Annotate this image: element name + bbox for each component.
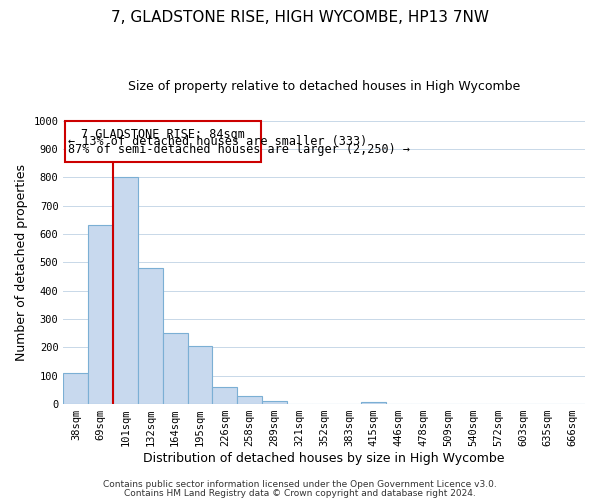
Text: 7, GLADSTONE RISE, HIGH WYCOMBE, HP13 7NW: 7, GLADSTONE RISE, HIGH WYCOMBE, HP13 7N…: [111, 10, 489, 25]
Bar: [113, 178, 138, 404]
Bar: [188, 346, 212, 404]
Bar: [88, 226, 113, 404]
Bar: [237, 396, 262, 404]
Text: 7 GLADSTONE RISE: 84sqm: 7 GLADSTONE RISE: 84sqm: [81, 128, 245, 140]
Bar: [361, 402, 386, 404]
Bar: [212, 387, 237, 404]
X-axis label: Distribution of detached houses by size in High Wycombe: Distribution of detached houses by size …: [143, 452, 505, 465]
Bar: [163, 333, 188, 404]
Text: 87% of semi-detached houses are larger (2,250) →: 87% of semi-detached houses are larger (…: [68, 143, 410, 156]
FancyBboxPatch shape: [65, 120, 261, 162]
Text: ← 13% of detached houses are smaller (333): ← 13% of detached houses are smaller (33…: [68, 136, 368, 148]
Y-axis label: Number of detached properties: Number of detached properties: [15, 164, 28, 361]
Bar: [138, 268, 163, 404]
Text: Contains public sector information licensed under the Open Government Licence v3: Contains public sector information licen…: [103, 480, 497, 489]
Title: Size of property relative to detached houses in High Wycombe: Size of property relative to detached ho…: [128, 80, 520, 93]
Text: Contains HM Land Registry data © Crown copyright and database right 2024.: Contains HM Land Registry data © Crown c…: [124, 488, 476, 498]
Bar: [262, 401, 287, 404]
Bar: [64, 373, 88, 404]
